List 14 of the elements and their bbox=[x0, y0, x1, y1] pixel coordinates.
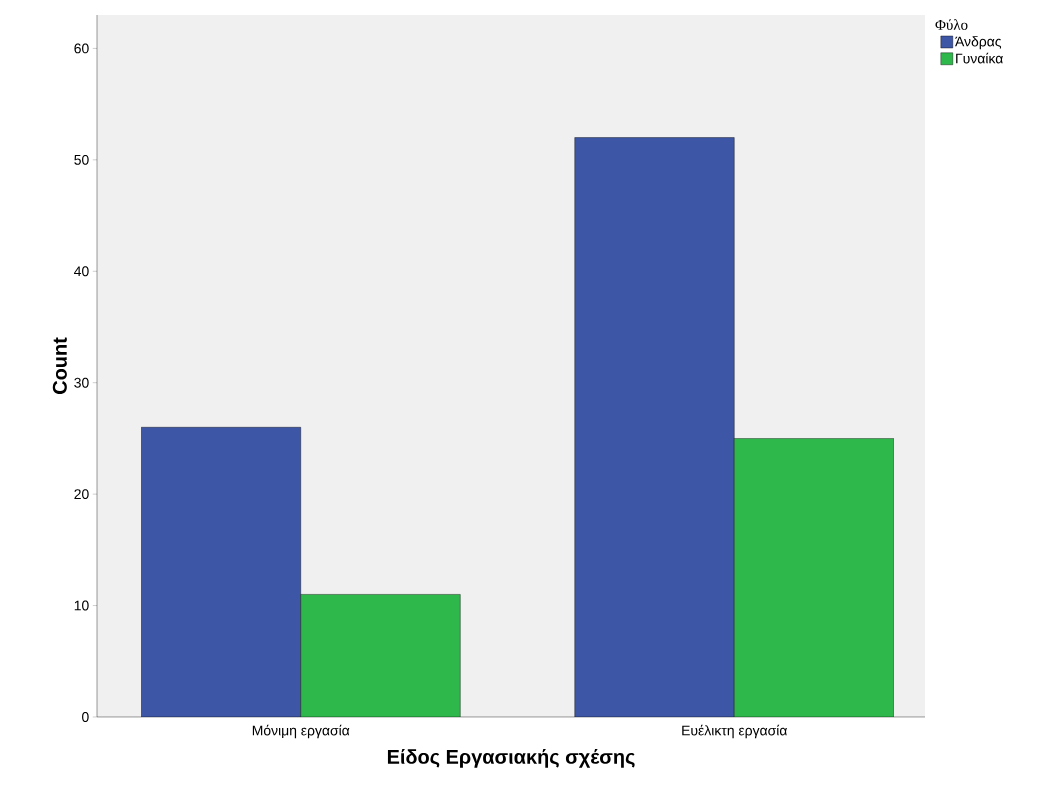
legend-label: Γυναίκα bbox=[956, 52, 1003, 64]
y-axis-title: Count bbox=[52, 337, 67, 394]
y-tick-label: 10 bbox=[74, 600, 89, 611]
y-tick-label: 60 bbox=[74, 43, 89, 54]
x-tick-label: Ευέλικτη εργασία bbox=[682, 724, 788, 739]
legend-title: Φύλο bbox=[935, 19, 968, 30]
y-tick-label: 30 bbox=[74, 377, 89, 388]
y-tick-label: 40 bbox=[74, 266, 89, 277]
y-tick-label: 20 bbox=[74, 489, 89, 500]
x-axis-title: Είδος Εργασιακής σχέσης bbox=[387, 749, 635, 768]
y-tick-label: 50 bbox=[74, 154, 89, 165]
y-tick-label: 0 bbox=[82, 712, 89, 722]
legend-label: Άνδρας bbox=[955, 36, 1002, 50]
x-tick-label: Μόνιμη εργασία bbox=[252, 724, 350, 739]
